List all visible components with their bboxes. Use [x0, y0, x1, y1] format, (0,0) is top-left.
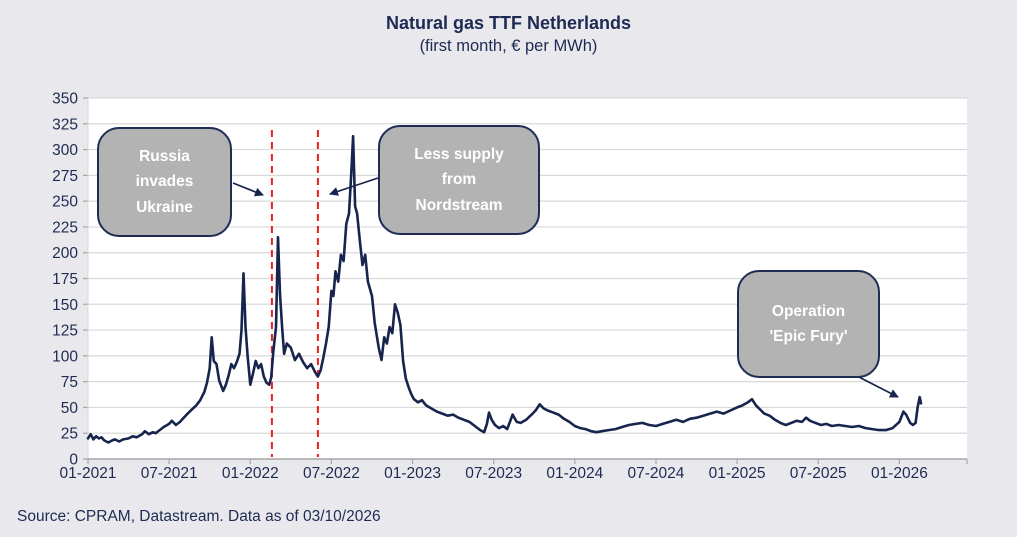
y-tick-label: 125 — [52, 323, 78, 340]
annotation-line: Nordstream — [415, 196, 503, 214]
annotation-operation-epic-fury: Operation 'Epic Fury' — [737, 270, 880, 378]
y-tick-label: 75 — [61, 374, 78, 391]
y-tick-label: 350 — [52, 91, 78, 108]
nordstream-arrow — [329, 177, 379, 196]
y-tick-label: 275 — [52, 168, 78, 185]
annotation-line: Operation — [771, 302, 846, 320]
annotation-line: Russia — [139, 148, 190, 166]
x-tick-label: 01-2023 — [384, 465, 441, 482]
annotation-line: from — [441, 171, 477, 189]
x-tick-label: 01-2022 — [222, 465, 279, 482]
y-tick-label: 250 — [52, 194, 78, 211]
x-tick-label: 01-2025 — [709, 465, 766, 482]
y-tick-label: 150 — [52, 297, 78, 314]
source-note: Source: CPRAM, Datastream. Data as of 03… — [17, 508, 381, 525]
x-tick-label: 01-2021 — [60, 465, 117, 482]
y-tick-label: 25 — [61, 426, 78, 443]
x-tick-label: 01-2026 — [871, 465, 928, 482]
annotation-less-supply-nordstream: Less supply from Nordstream — [378, 125, 540, 235]
y-tick-label: 225 — [52, 219, 78, 236]
annotation-line: invades — [135, 173, 194, 191]
annotation-line: Less supply — [414, 146, 504, 164]
x-tick-label: 07-2021 — [141, 465, 198, 482]
x-tick-label: 07-2023 — [465, 465, 522, 482]
x-tick-label: 01-2024 — [546, 465, 603, 482]
chart-title: Natural gas TTF Netherlands — [385, 13, 632, 33]
x-tick-label: 07-2024 — [628, 465, 685, 482]
y-tick-label: 50 — [61, 400, 79, 417]
price-line — [86, 134, 923, 444]
y-tick-label: 325 — [52, 116, 78, 133]
y-tick-label: 200 — [52, 245, 78, 262]
y-tick-label: 100 — [52, 348, 78, 365]
annotation-russia-invades-ukraine: Russia invades Ukraine — [97, 127, 232, 237]
x-tick-label: 07-2022 — [303, 465, 360, 482]
annotation-line: 'Epic Fury' — [769, 328, 848, 345]
y-tick-label: 0 — [69, 452, 78, 469]
annotation-line: Ukraine — [136, 198, 193, 216]
y-tick-label: 175 — [52, 271, 78, 288]
y-tick-label: 300 — [52, 142, 78, 159]
russia-arrow — [232, 182, 264, 197]
x-tick-label: 07-2025 — [790, 465, 847, 482]
chart-subtitle: (first month, € per MWh) — [419, 37, 598, 55]
